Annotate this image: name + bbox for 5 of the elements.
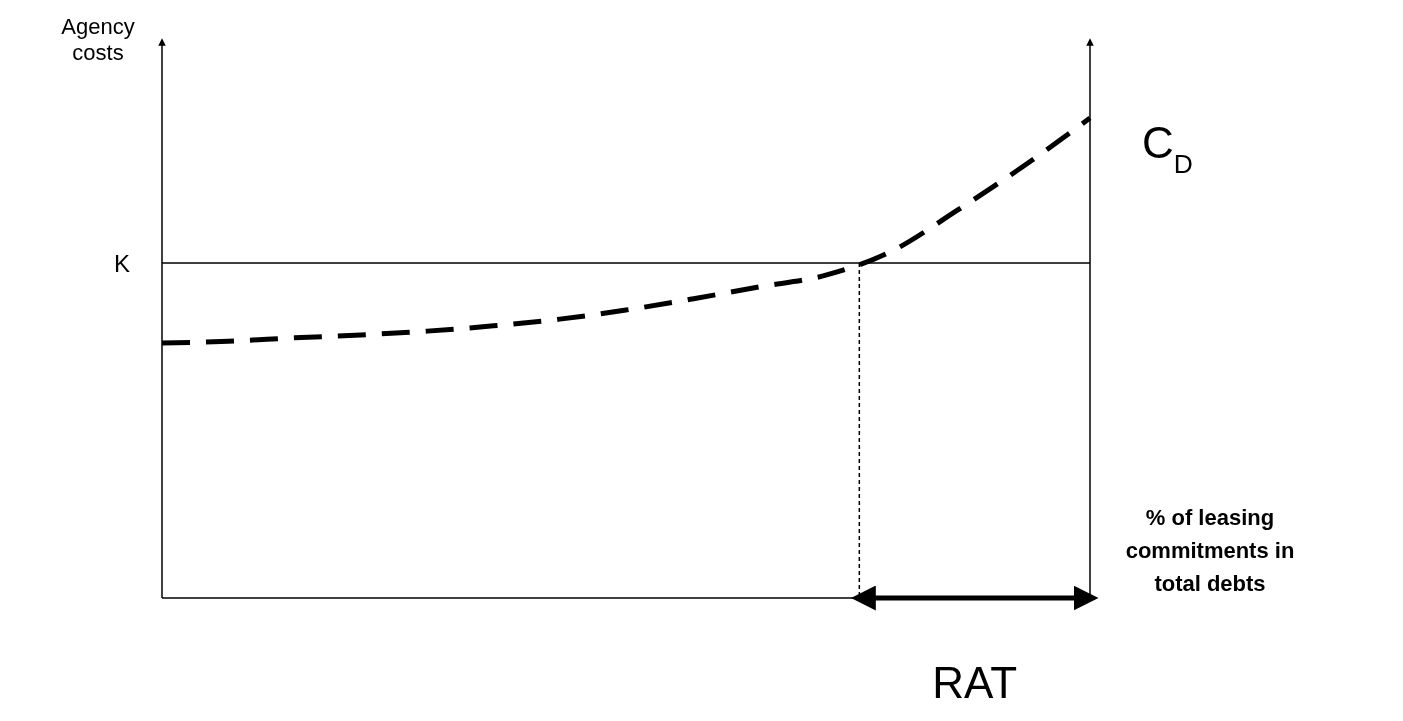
- text: RAT: [932, 658, 1018, 707]
- series-label: C$_{D}$: [1142, 118, 1193, 179]
- ref-line-label: K: [113, 249, 131, 277]
- y-axis-title: Agency costs: [61, 14, 135, 65]
- x-axis-title: % of leasing commitments in total debts: [1125, 505, 1295, 596]
